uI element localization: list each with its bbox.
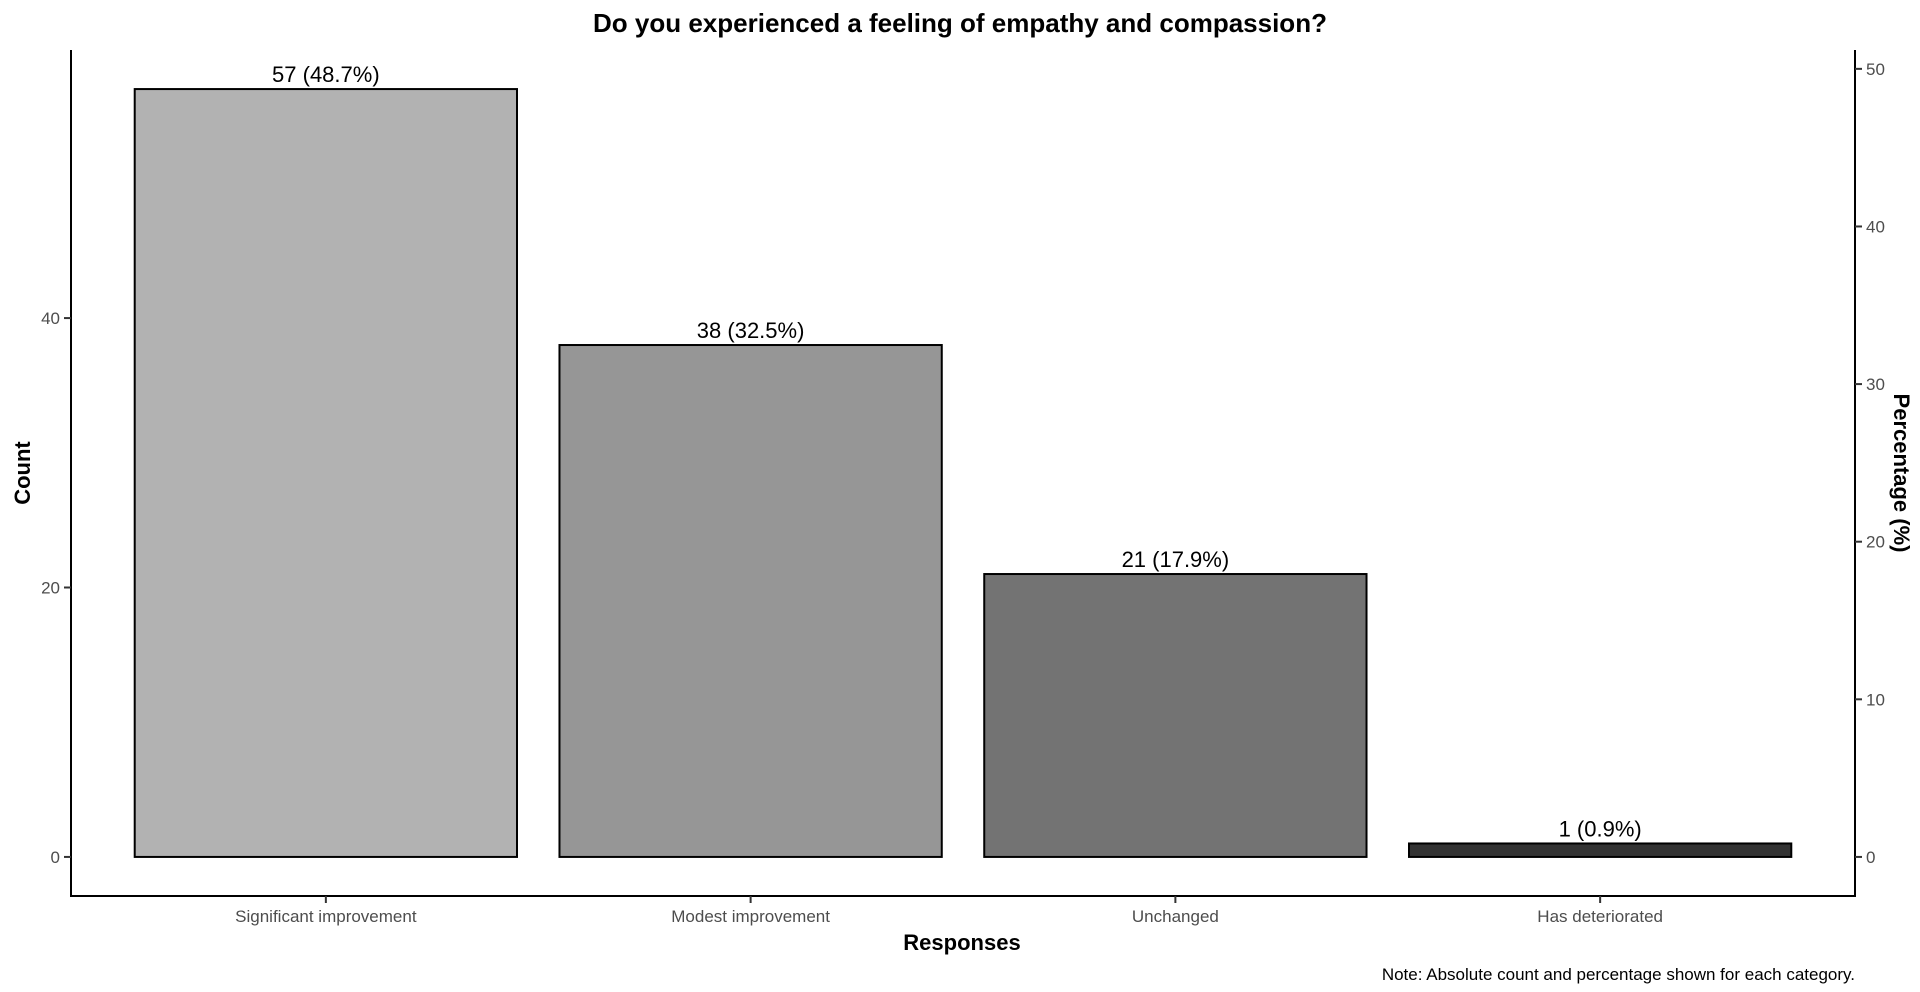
y-tick-label: 0 (51, 848, 60, 867)
x-tick-label: Has deteriorated (1537, 907, 1663, 926)
data-label: 1 (0.9%) (1559, 816, 1642, 841)
data-label: 57 (48.7%) (272, 62, 380, 87)
bar (1408, 842, 1793, 858)
x-tick-label: Modest improvement (671, 907, 830, 926)
y-tick-label: 20 (41, 579, 60, 598)
data-label-group: 57 (48.7%) 38 (32.5%) 21 (17.9%) 1 (0.9%) (272, 62, 1642, 841)
x-tick-label: Significant improvement (235, 907, 417, 926)
bar (983, 573, 1368, 858)
chart-note: Note: Absolute count and percentage show… (1382, 965, 1855, 984)
x-axis-label: Responses (903, 930, 1020, 955)
y2-tick-label: 40 (1866, 217, 1885, 236)
y2-tick-label: 50 (1866, 60, 1885, 79)
bar (133, 88, 518, 858)
y-axis-label: Count (10, 441, 35, 505)
bar (558, 344, 943, 858)
y2-tick-label: 0 (1866, 848, 1875, 867)
data-label: 38 (32.5%) (697, 318, 805, 343)
y2-tick-label: 10 (1866, 690, 1885, 709)
y-axis-right-ticks: 0 10 20 30 40 50 (1855, 60, 1885, 867)
y-tick-label: 40 (41, 309, 60, 328)
x-axis-ticks: Significant improvement Modest improvemen… (235, 896, 1663, 926)
x-tick-label: Unchanged (1132, 907, 1219, 926)
chart-title: Do you experienced a feeling of empathy … (593, 8, 1327, 38)
y-axis-right-label: Percentage (%) (1889, 394, 1914, 553)
y2-tick-label: 30 (1866, 375, 1885, 394)
data-label: 21 (17.9%) (1122, 547, 1230, 572)
y2-tick-label: 20 (1866, 533, 1885, 552)
y-axis-left-ticks: 0 20 40 (41, 309, 71, 867)
bar-group (133, 88, 1793, 858)
